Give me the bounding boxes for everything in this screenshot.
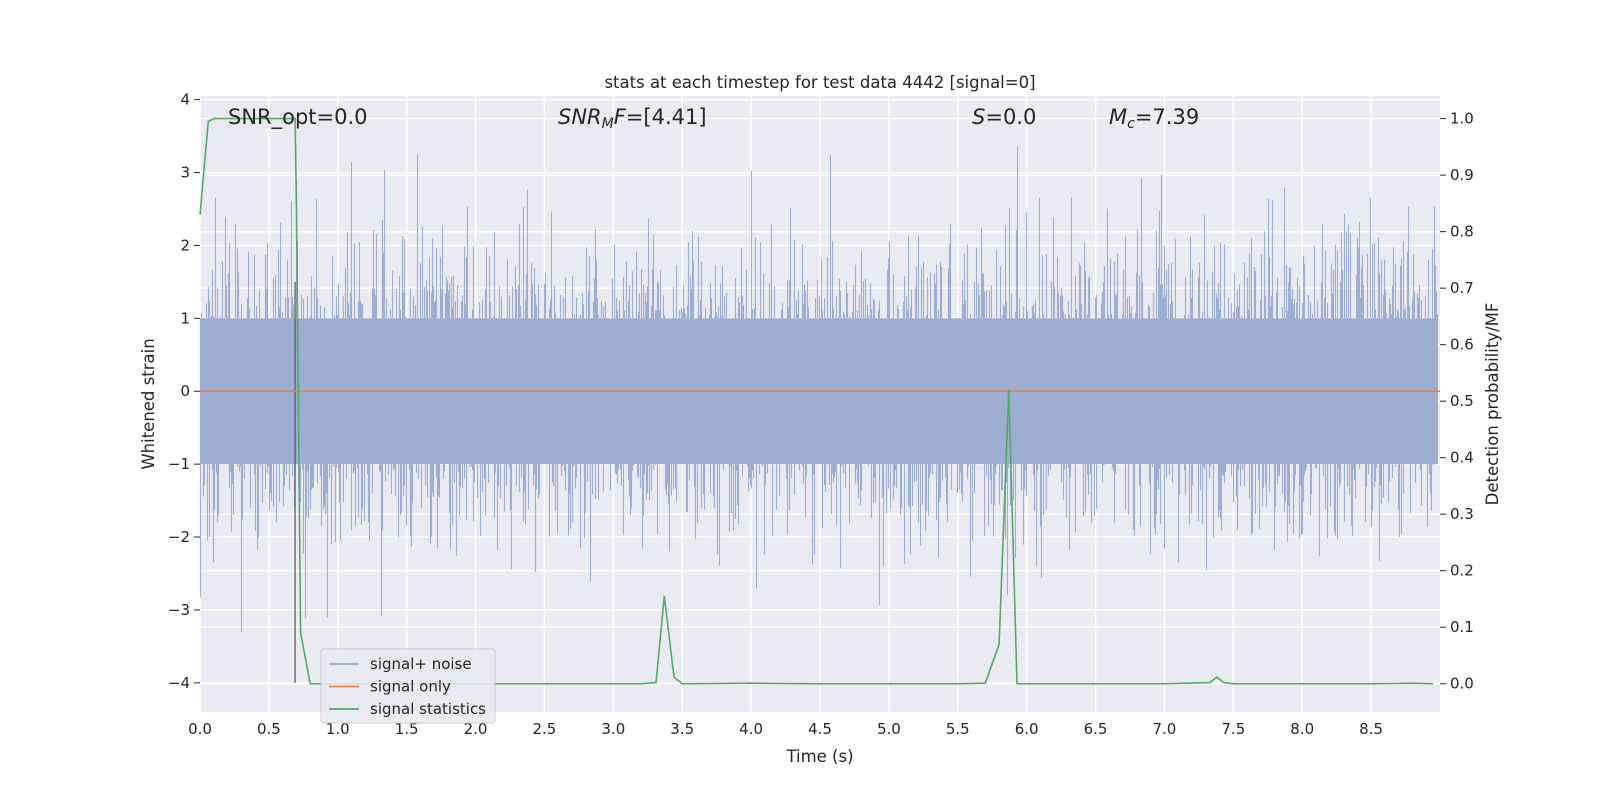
- y2-tick-label: 0.2: [1450, 562, 1474, 580]
- y-axis-label: Whitened strain: [139, 338, 158, 469]
- annotation-s: S=0.0: [972, 105, 1036, 129]
- annotation-mc: Mc=7.39: [1109, 105, 1199, 132]
- annotation-snr-mf: SNRMF=[4.41]: [558, 105, 707, 132]
- y2-tick-label: 0.3: [1450, 505, 1474, 523]
- x-tick-label: 4.5: [808, 720, 832, 738]
- y2-tick-label: 0.4: [1450, 449, 1474, 467]
- x-tick-label: 8.0: [1290, 720, 1314, 738]
- legend-label: signal statistics: [370, 700, 486, 718]
- legend-label: signal+ noise: [370, 655, 472, 673]
- chart-title: stats at each timestep for test data 444…: [604, 73, 1035, 92]
- x-tick-label: 5.5: [946, 720, 970, 738]
- y-tick-label: 0: [180, 382, 190, 400]
- x-tick-label: 7.0: [1153, 720, 1177, 738]
- y-tick-label: −3: [168, 601, 190, 619]
- y-tick-label: −1: [168, 455, 190, 473]
- x-tick-label: 8.5: [1359, 720, 1383, 738]
- y2-tick-label: 0.7: [1450, 279, 1474, 297]
- y2-axis-label: Detection probability/MF: [1483, 303, 1502, 506]
- y2-tick-label: 1.0: [1450, 110, 1474, 128]
- y-tick-label: −4: [168, 674, 190, 692]
- x-tick-label: 6.0: [1015, 720, 1039, 738]
- x-tick-label: 0.0: [188, 720, 212, 738]
- x-tick-label: 3.0: [601, 720, 625, 738]
- x-axis-label: Time (s): [785, 747, 853, 766]
- annotation-layer: SNR_opt=0.0 SNRMF=[4.41] S=0.0 Mc=7.39: [228, 105, 1199, 132]
- annotation-snr-opt: SNR_opt=0.0: [228, 105, 368, 130]
- x-tick-label: 7.5: [1221, 720, 1245, 738]
- y2-tick-label: 0.0: [1450, 675, 1474, 693]
- y-tick-label: 1: [180, 309, 190, 327]
- x-tick-label: 1.0: [326, 720, 350, 738]
- x-tick-label: 2.0: [464, 720, 488, 738]
- x-tick-label: 2.5: [533, 720, 557, 738]
- x-tick-label: 5.0: [877, 720, 901, 738]
- x-tick-label: 4.0: [739, 720, 763, 738]
- legend-box: [320, 648, 496, 724]
- y-tick-label: −2: [168, 528, 190, 546]
- y2-tick-label: 0.9: [1450, 166, 1474, 184]
- y2-tick-label: 0.1: [1450, 618, 1474, 636]
- x-tick-label: 0.5: [257, 720, 281, 738]
- y2-tick-label: 0.6: [1450, 336, 1474, 354]
- x-tick-label: 3.5: [670, 720, 694, 738]
- legend-label: signal only: [370, 678, 451, 696]
- signal-statistics-series: [199, 117, 1434, 685]
- y2-tick-label: 0.5: [1450, 392, 1474, 410]
- legend: signal+ noise signal only signal statistic…: [320, 648, 496, 724]
- y-tick-label: 3: [180, 164, 190, 182]
- ticks-layer: 0.0 0.5 1.0 1.5 2.0 2.5 3.0 3.5 4.0 4.5 5.0 5.5 6.0 6…: [168, 91, 1474, 738]
- y-tick-label: 4: [180, 91, 190, 109]
- y2-tick-label: 0.8: [1450, 223, 1474, 241]
- x-tick-label: 1.5: [395, 720, 419, 738]
- x-tick-label: 6.5: [1084, 720, 1108, 738]
- series-layer: [199, 117, 1440, 685]
- y-tick-label: 2: [180, 236, 190, 254]
